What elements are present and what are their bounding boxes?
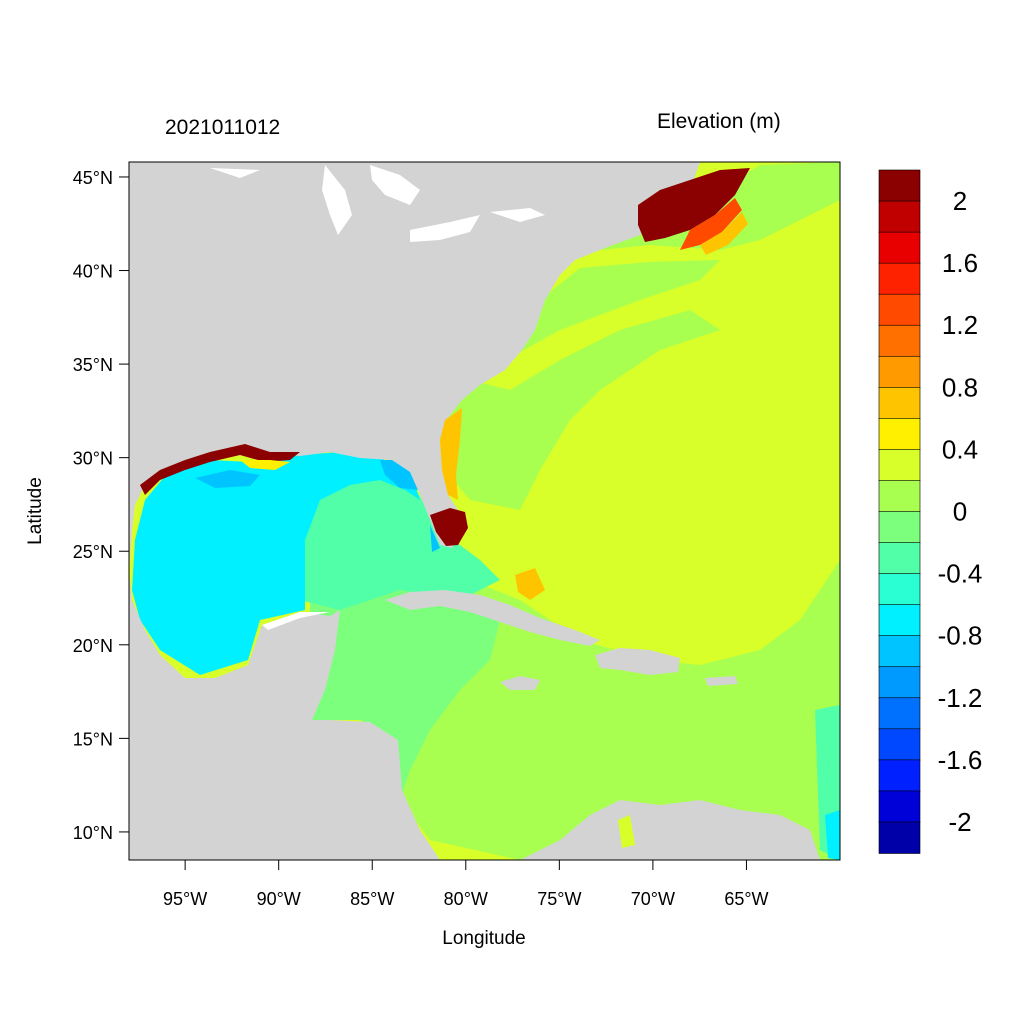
lon-tick-label: 90°W bbox=[257, 889, 301, 909]
lon-tick-label: 85°W bbox=[350, 889, 394, 909]
land-cuba bbox=[385, 590, 600, 646]
colorbar-label: 2 bbox=[953, 186, 967, 216]
colorbar-label: -0.8 bbox=[938, 621, 983, 651]
gulf-coast-surge bbox=[140, 444, 300, 495]
lat-tick-label: 20°N bbox=[73, 636, 113, 656]
colorbar-swatch bbox=[878, 635, 921, 668]
great-lakes bbox=[210, 165, 545, 242]
colorbar-label: -1.6 bbox=[938, 745, 983, 775]
y-axis-title: Latitude bbox=[25, 477, 46, 545]
colorbar-label: 1.6 bbox=[942, 248, 978, 278]
gulf-of-mexico bbox=[132, 452, 420, 675]
colorbar-swatch bbox=[878, 604, 921, 637]
colorbar-label: 0 bbox=[953, 497, 967, 527]
colorbar-swatch bbox=[878, 728, 921, 761]
east-florida-band bbox=[440, 408, 462, 500]
lake-maracaibo bbox=[618, 815, 635, 848]
land-jamaica bbox=[500, 676, 540, 690]
lat-tick-label: 15°N bbox=[73, 729, 113, 749]
variable-label: Elevation (m) bbox=[657, 110, 781, 133]
latitude-ticks: 45°N 40°N 35°N 30°N 25°N 20°N 15°N 10°N bbox=[73, 168, 129, 843]
lat-tick-label: 35°N bbox=[73, 355, 113, 375]
land-mexico-central-america bbox=[129, 570, 440, 860]
colorbar-swatch bbox=[878, 449, 921, 482]
south-florida-surge bbox=[430, 508, 468, 546]
colorbar-swatch bbox=[878, 324, 921, 358]
yucatan-coast bbox=[262, 612, 330, 630]
eastern-gulf bbox=[300, 460, 500, 610]
colorbar-swatch bbox=[878, 480, 921, 513]
land-puerto-rico bbox=[705, 676, 738, 686]
colorbar-label: 0.8 bbox=[942, 372, 978, 402]
longitude-ticks: 95°W 90°W 85°W 80°W 75°W 70°W 65°W bbox=[163, 860, 769, 909]
map-panel bbox=[129, 162, 840, 860]
land-hispaniola bbox=[595, 648, 680, 675]
colorbar-swatch bbox=[878, 355, 921, 389]
colorbar-swatch bbox=[878, 542, 921, 575]
ocean-band-nearshore bbox=[440, 162, 840, 510]
colorbar-swatch bbox=[878, 293, 921, 327]
eastern-edge-lower bbox=[825, 810, 840, 860]
colorbar-label: -2 bbox=[948, 807, 971, 837]
colorbar-swatch bbox=[878, 169, 921, 202]
land-north-america bbox=[129, 162, 700, 570]
colorbar-swatch bbox=[878, 790, 921, 823]
gulf-of-maine-surge-fringe bbox=[700, 212, 748, 255]
lat-tick-label: 30°N bbox=[73, 449, 113, 469]
timestamp-label: 2021011012 bbox=[165, 116, 280, 139]
land-south-america bbox=[520, 800, 820, 860]
colorbar-swatch bbox=[878, 231, 921, 264]
colorbar-swatch bbox=[878, 666, 921, 699]
colorbar-label: -1.2 bbox=[938, 683, 983, 713]
colorbar-swatch bbox=[878, 511, 921, 544]
colorbar-labels: 2 1.6 1.2 0.8 0.4 0 -0.4 -0.8 -1.2 -1.6 -2 bbox=[938, 186, 983, 837]
colorbar-swatch bbox=[878, 200, 921, 233]
gulf-coast-warm bbox=[240, 460, 290, 470]
colorbar-swatch bbox=[878, 387, 921, 420]
lon-tick-label: 75°W bbox=[537, 889, 581, 909]
lat-tick-label: 40°N bbox=[73, 262, 113, 282]
x-axis-title: Longitude bbox=[442, 928, 525, 949]
gulf-of-maine-surge-edge bbox=[680, 198, 742, 250]
yucatan-basin bbox=[310, 570, 500, 800]
lon-tick-label: 95°W bbox=[163, 889, 207, 909]
lon-tick-label: 80°W bbox=[444, 889, 488, 909]
colorbar-label: 0.4 bbox=[942, 434, 978, 464]
gulf-of-maine-surge bbox=[638, 168, 750, 242]
lat-tick-label: 10°N bbox=[73, 823, 113, 843]
lon-tick-label: 70°W bbox=[631, 889, 675, 909]
lat-tick-label: 45°N bbox=[73, 168, 113, 188]
bahamas-patch bbox=[515, 568, 545, 600]
colorbar-swatch bbox=[878, 759, 921, 792]
colorbar-label: 1.2 bbox=[942, 310, 978, 340]
colorbar-swatch bbox=[878, 821, 921, 854]
colorbar-swatch bbox=[878, 573, 921, 606]
colorbar bbox=[878, 169, 921, 854]
colorbar-swatch bbox=[878, 697, 921, 730]
lat-tick-label: 25°N bbox=[73, 542, 113, 562]
colorbar-swatch bbox=[878, 418, 921, 451]
colorbar-swatch bbox=[878, 262, 921, 295]
map-frame bbox=[128, 161, 841, 861]
lon-tick-label: 65°W bbox=[724, 889, 768, 909]
colorbar-label: -0.4 bbox=[938, 559, 983, 589]
